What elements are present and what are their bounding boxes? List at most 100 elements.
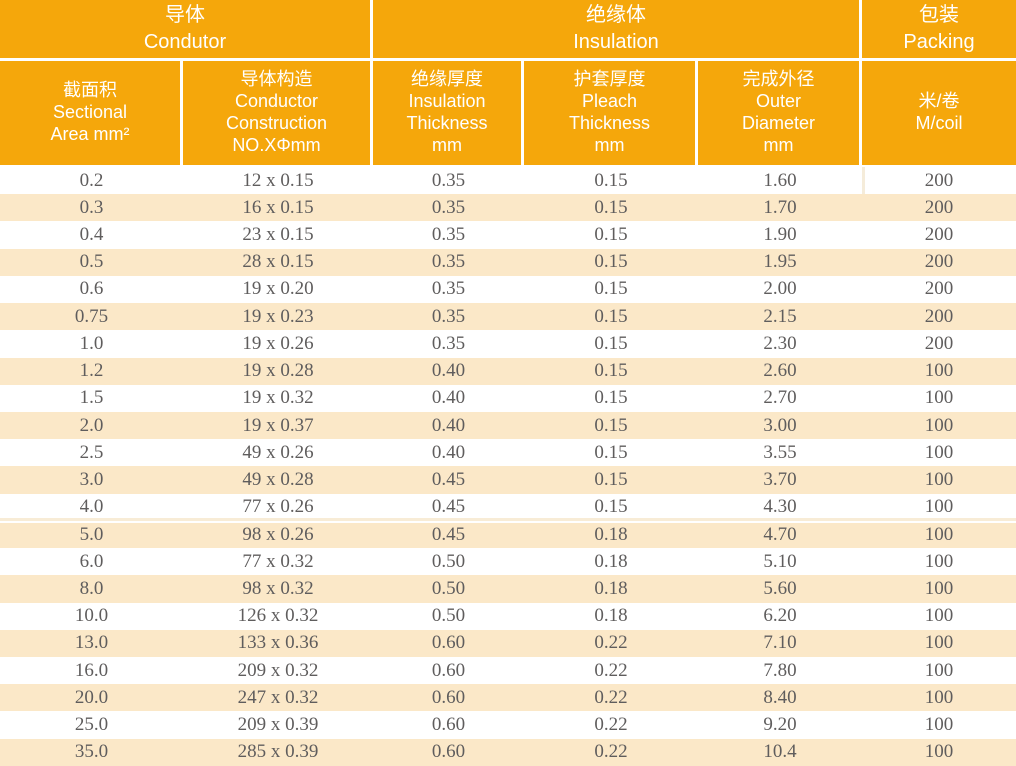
table-cell: 209 x 0.32 <box>237 659 319 681</box>
table-cell: 209 x 0.39 <box>237 713 319 735</box>
table-row: 0.2 12 x 0.15 0.35 0.15 1.60 200 <box>0 167 1016 195</box>
table-cell: 0.40 <box>431 414 466 436</box>
table-cell: 19 x 0.20 <box>242 278 314 300</box>
table-row: 0.6 19 x 0.20 0.35 0.15 2.00 200 <box>0 275 1016 304</box>
table-cell: 0.60 <box>431 659 466 681</box>
table-cell: 100 <box>924 605 954 627</box>
table-cell: 20.0 <box>74 686 109 708</box>
table-row: 3.0 49 x 0.28 0.45 0.15 3.70 100 <box>0 466 1016 494</box>
table-cell: 0.4 <box>79 224 104 246</box>
table-cell: 98 x 0.32 <box>242 577 314 599</box>
table-cell: 0.40 <box>431 387 466 409</box>
table-cell: 0.22 <box>594 713 628 735</box>
column-header-insulation-thickness: 绝缘厚度 Insulation Thickness mm <box>373 61 524 165</box>
table-cell: 77 x 0.32 <box>242 550 314 572</box>
table-cell: 100 <box>924 550 954 572</box>
table-cell: 0.15 <box>594 441 628 463</box>
table-row: 35.0 285 x 0.39 0.60 0.22 10.4 100 <box>0 738 1016 766</box>
table-cell: 0.35 <box>431 305 466 327</box>
table-cell: 0.45 <box>431 524 466 546</box>
column-header-row: 截面积 Sectional Area mm² 导体构造 Conductor Co… <box>0 61 1016 165</box>
table-cell: 3.55 <box>763 441 797 463</box>
table-cell: 100 <box>924 469 954 491</box>
table-cell: 3.70 <box>763 469 797 491</box>
table-cell: 6.0 <box>79 550 104 572</box>
table-cell: 0.15 <box>594 332 628 354</box>
table-cell: 0.35 <box>431 251 466 273</box>
table-cell: 0.5 <box>79 251 104 273</box>
table-cell: 1.60 <box>763 169 797 191</box>
table-row: 2.0 19 x 0.37 0.40 0.15 3.00 100 <box>0 411 1016 440</box>
table-cell: 0.15 <box>594 469 628 491</box>
table-cell: 100 <box>924 686 954 708</box>
table-row: 4.0 77 x 0.26 0.45 0.15 4.30 100 <box>0 493 1016 521</box>
table-cell: 3.00 <box>763 414 797 436</box>
table-cell: 0.15 <box>594 360 628 382</box>
table-cell: 0.60 <box>431 741 466 763</box>
table-cell: 7.10 <box>763 632 797 654</box>
table-row: 5.0 98 x 0.26 0.45 0.18 4.70 100 <box>0 517 1016 549</box>
table-row: 25.0 209 x 0.39 0.60 0.22 9.20 100 <box>0 711 1016 739</box>
table-cell: 19 x 0.28 <box>242 360 314 382</box>
table-cell: 100 <box>924 387 954 409</box>
table-cell: 247 x 0.32 <box>237 686 319 708</box>
table-cell: 0.18 <box>594 577 628 599</box>
table-cell: 0.50 <box>431 605 466 627</box>
table-cell: 0.18 <box>594 550 628 572</box>
table-cell: 100 <box>924 441 954 463</box>
table-cell: 49 x 0.28 <box>242 469 314 491</box>
table-cell: 13.0 <box>74 632 109 654</box>
table-row: 0.4 23 x 0.15 0.35 0.15 1.90 200 <box>0 221 1016 249</box>
table-cell: 23 x 0.15 <box>242 224 314 246</box>
column-header-sectional-area: 截面积 Sectional Area mm² <box>0 61 183 165</box>
table-cell: 0.40 <box>431 360 466 382</box>
table-cell: 0.22 <box>594 632 628 654</box>
table-cell: 0.35 <box>431 224 466 246</box>
table-cell: 0.18 <box>594 524 628 546</box>
table-cell: 0.50 <box>431 577 466 599</box>
table-cell: 77 x 0.26 <box>242 496 314 518</box>
table-cell: 200 <box>924 305 954 327</box>
table-cell: 19 x 0.26 <box>242 332 314 354</box>
table-cell: 5.60 <box>763 577 797 599</box>
table-cell: 0.75 <box>74 305 109 327</box>
table-cell: 285 x 0.39 <box>237 741 319 763</box>
table-cell: 0.6 <box>79 278 104 300</box>
table-cell: 0.22 <box>594 686 628 708</box>
table-cell: 0.60 <box>431 713 466 735</box>
table-cell: 28 x 0.15 <box>242 251 314 273</box>
table-row: 0.3 16 x 0.15 0.35 0.15 1.70 200 <box>0 194 1016 222</box>
table-cell: 98 x 0.26 <box>242 524 314 546</box>
table-cell: 0.15 <box>594 278 628 300</box>
table-cell: 8.40 <box>763 686 797 708</box>
column-header-pleach-thickness: 护套厚度 Pleach Thickness mm <box>524 61 698 165</box>
table-row: 0.5 28 x 0.15 0.35 0.15 1.95 200 <box>0 248 1016 276</box>
table-cell: 5.10 <box>763 550 797 572</box>
table-cell: 100 <box>924 360 954 382</box>
table-cell: 0.15 <box>594 169 628 191</box>
table-cell: 1.0 <box>79 332 104 354</box>
table-cell: 1.5 <box>79 387 104 409</box>
table-cell: 200 <box>924 196 954 218</box>
table-cell: 1.95 <box>763 251 797 273</box>
table-cell: 0.15 <box>594 196 628 218</box>
table-cell: 0.3 <box>79 196 104 218</box>
table-cell: 0.35 <box>431 332 466 354</box>
table-cell: 0.40 <box>431 441 466 463</box>
column-header-m-per-coil: 米/卷 M/coil <box>862 61 1016 165</box>
table-cell: 200 <box>924 332 954 354</box>
table-cell: 1.90 <box>763 224 797 246</box>
table-cell: 5.0 <box>79 524 104 546</box>
table-cell: 2.5 <box>79 441 104 463</box>
table-cell: 133 x 0.36 <box>237 632 319 654</box>
table-cell: 4.70 <box>763 524 797 546</box>
table-cell: 0.35 <box>431 278 466 300</box>
table-cell: 0.60 <box>431 632 466 654</box>
table-cell: 0.22 <box>594 741 628 763</box>
table-cell: 100 <box>924 577 954 599</box>
table-cell: 10.0 <box>74 605 109 627</box>
table-body: 0.2 12 x 0.15 0.35 0.15 1.60 200 0.3 16 x 0.15 0… <box>0 167 1016 766</box>
table-cell: 12 x 0.15 <box>242 169 314 191</box>
table-cell: 6.20 <box>763 605 797 627</box>
